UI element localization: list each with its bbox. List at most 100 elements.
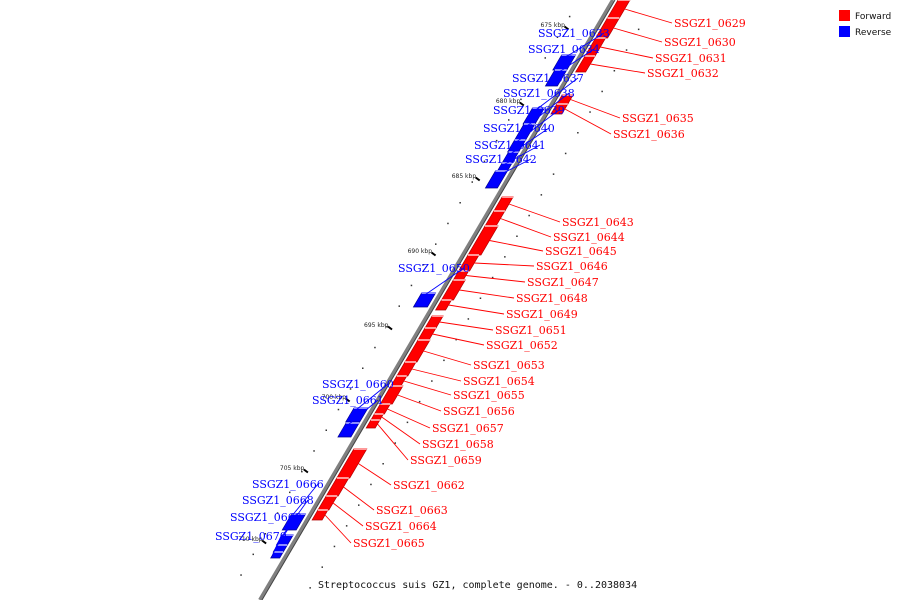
gene-label-SSGZ1_0668[interactable]: SSGZ1_0668 xyxy=(242,494,314,507)
minor-dot xyxy=(386,326,388,328)
tick-label-685: 685 kbp xyxy=(452,173,477,180)
gene-label-SSGZ1_0631[interactable]: SSGZ1_0631 xyxy=(655,52,727,65)
gene-SSGZ1_0653[interactable] xyxy=(404,339,431,363)
gene-SSGZ1_0636[interactable] xyxy=(550,103,569,115)
gene-SSGZ1_0648[interactable] xyxy=(440,279,466,301)
gene-label-SSGZ1_0650[interactable]: SSGZ1_0650 xyxy=(398,262,470,275)
minor-dot xyxy=(337,408,340,411)
gene-label-SSGZ1_0649[interactable]: SSGZ1_0649 xyxy=(506,308,578,321)
gene-label-SSGZ1_0656[interactable]: SSGZ1_0656 xyxy=(443,405,515,418)
tick-mark-700 xyxy=(345,397,351,403)
minor-dot xyxy=(394,442,396,444)
minor-dot xyxy=(447,222,449,225)
gene-label-SSGZ1_0635[interactable]: SSGZ1_0635 xyxy=(622,112,694,125)
gene-SSGZ1_0639[interactable] xyxy=(506,139,527,153)
gene-layer xyxy=(270,0,631,559)
gene-label-SSGZ1_0659[interactable]: SSGZ1_0659 xyxy=(410,454,482,467)
gene-label-SSGZ1_0629[interactable]: SSGZ1_0629 xyxy=(674,17,746,30)
gene-label-SSGZ1_0653[interactable]: SSGZ1_0653 xyxy=(473,359,545,372)
gene-label-SSGZ1_0634[interactable]: SSGZ1_0634 xyxy=(528,43,600,56)
gene-label-SSGZ1_0670[interactable]: SSGZ1_0670 xyxy=(215,530,287,543)
minor-dot xyxy=(459,202,461,204)
gene-label-SSGZ1_0663[interactable]: SSGZ1_0663 xyxy=(376,504,448,517)
gene-label-SSGZ1_0641[interactable]: SSGZ1_0641 xyxy=(474,139,546,152)
gene-label-SSGZ1_0664[interactable]: SSGZ1_0664 xyxy=(365,520,437,533)
gene-SSGZ1_0665[interactable] xyxy=(311,509,329,521)
gene-label-SSGZ1_0658[interactable]: SSGZ1_0658 xyxy=(422,438,494,451)
gene-SSGZ1_0630[interactable] xyxy=(594,17,621,39)
minor-dot xyxy=(252,553,254,556)
leader-line-SSGZ1_0658 xyxy=(381,416,421,445)
gene-label-SSGZ1_0639[interactable]: SSGZ1_0639 xyxy=(493,104,565,117)
leader-line-SSGZ1_0652 xyxy=(432,333,485,346)
minor-dot xyxy=(362,367,364,369)
gene-label-SSGZ1_0630[interactable]: SSGZ1_0630 xyxy=(664,36,736,49)
leader-line-SSGZ1_0670 xyxy=(272,535,282,556)
gene-label-SSGZ1_0657[interactable]: SSGZ1_0657 xyxy=(432,422,504,435)
gene-label-SSGZ1_0647[interactable]: SSGZ1_0647 xyxy=(527,276,599,289)
gene-SSGZ1_0670[interactable] xyxy=(270,551,284,559)
gene-label-SSGZ1_0669[interactable]: SSGZ1_0669 xyxy=(230,511,302,524)
gene-label-SSGZ1_0661[interactable]: SSGZ1_0661 xyxy=(312,394,384,407)
minor-dot xyxy=(516,235,518,237)
gene-label-SSGZ1_0637[interactable]: SSGZ1_0637 xyxy=(512,72,584,85)
gene-SSGZ1_0662[interactable] xyxy=(336,448,368,479)
gene-label-SSGZ1_0636[interactable]: SSGZ1_0636 xyxy=(613,128,685,141)
leader-line-SSGZ1_0664 xyxy=(332,502,364,527)
gene-label-SSGZ1_0660[interactable]: SSGZ1_0660 xyxy=(322,378,394,391)
gene-label-SSGZ1_0655[interactable]: SSGZ1_0655 xyxy=(453,389,525,402)
leader-line-SSGZ1_0655 xyxy=(403,380,452,396)
gene-label-SSGZ1_0638[interactable]: SSGZ1_0638 xyxy=(503,87,575,100)
gene-label-SSGZ1_0648[interactable]: SSGZ1_0648 xyxy=(516,292,588,305)
gene-SSGZ1_0663[interactable] xyxy=(325,477,350,497)
gene-label-SSGZ1_0644[interactable]: SSGZ1_0644 xyxy=(553,231,625,244)
tick-label-710: 710 kbp xyxy=(238,536,263,543)
gene-label-SSGZ1_0643[interactable]: SSGZ1_0643 xyxy=(562,216,634,229)
gene-SSGZ1_0650[interactable] xyxy=(412,292,437,308)
gene-label-SSGZ1_0665[interactable]: SSGZ1_0665 xyxy=(353,537,425,550)
minor-dot xyxy=(589,111,591,113)
gene-label-SSGZ1_0633[interactable]: SSGZ1_0633 xyxy=(538,27,610,40)
backbone-shadow xyxy=(261,0,616,600)
tick-mark-685 xyxy=(475,176,481,182)
leader-line-SSGZ1_0659 xyxy=(377,423,409,461)
gene-SSGZ1_0632[interactable] xyxy=(574,55,596,73)
leader-line-SSGZ1_0653 xyxy=(423,350,472,366)
gene-label-SSGZ1_0662[interactable]: SSGZ1_0662 xyxy=(393,479,465,492)
leader-line-SSGZ1_0654 xyxy=(411,368,462,382)
gene-SSGZ1_0646[interactable] xyxy=(457,254,480,272)
leader-line-SSGZ1_0666 xyxy=(286,483,319,523)
gene-SSGZ1_0656[interactable] xyxy=(379,385,404,405)
leader-line-SSGZ1_0634 xyxy=(549,48,595,79)
gene-label-SSGZ1_0651[interactable]: SSGZ1_0651 xyxy=(495,324,567,337)
gene-label-SSGZ1_0640[interactable]: SSGZ1_0640 xyxy=(483,122,555,135)
gene-SSGZ1_0657[interactable] xyxy=(373,403,391,415)
gene-label-SSGZ1_0632[interactable]: SSGZ1_0632 xyxy=(647,67,719,80)
gene-SSGZ1_0664[interactable] xyxy=(317,495,338,511)
gene-SSGZ1_0649[interactable] xyxy=(434,299,453,311)
gene-label-SSGZ1_0654[interactable]: SSGZ1_0654 xyxy=(463,375,535,388)
gene-label-SSGZ1_0645[interactable]: SSGZ1_0645 xyxy=(545,245,617,258)
leader-line-SSGZ1_0645 xyxy=(489,240,544,252)
leader-line-SSGZ1_0662 xyxy=(358,463,392,486)
minor-dot xyxy=(309,587,311,589)
gene-SSGZ1_0642[interactable] xyxy=(484,170,509,189)
gene-label-SSGZ1_0642[interactable]: SSGZ1_0642 xyxy=(465,153,537,166)
minor-dot xyxy=(382,463,384,465)
gene-SSGZ1_0634[interactable] xyxy=(544,69,568,87)
minor-dot xyxy=(264,533,267,535)
minor-dot xyxy=(508,119,510,121)
gene-SSGZ1_0645[interactable] xyxy=(467,225,499,256)
tick-label-700: 700 kbp xyxy=(322,394,347,401)
gene-SSGZ1_0654[interactable] xyxy=(396,361,417,377)
tick-mark-705 xyxy=(303,468,309,474)
gene-label-SSGZ1_0666[interactable]: SSGZ1_0666 xyxy=(252,478,324,491)
gene-label-SSGZ1_0652[interactable]: SSGZ1_0652 xyxy=(486,339,558,352)
gene-label-SSGZ1_0646[interactable]: SSGZ1_0646 xyxy=(536,260,608,273)
minor-dot xyxy=(435,243,437,245)
legend-label-reverse: Reverse xyxy=(855,28,892,38)
leader-line-SSGZ1_0651 xyxy=(439,321,494,331)
minor-dot xyxy=(504,256,506,258)
leader-line-SSGZ1_0636 xyxy=(564,108,612,135)
gene-SSGZ1_0659[interactable] xyxy=(365,419,381,429)
